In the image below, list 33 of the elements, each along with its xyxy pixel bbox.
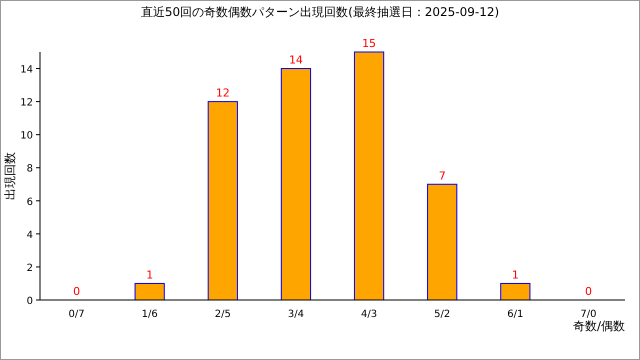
x-tick-label: 7/0 (580, 309, 596, 320)
data-label: 15 (362, 37, 376, 50)
x-tick-label: 2/5 (214, 309, 231, 320)
x-tick-label: 4/3 (361, 309, 378, 320)
bar (500, 282, 530, 300)
x-axis-title: 奇数/偶数 (572, 319, 625, 333)
chart-title: 直近50回の奇数偶数パターン出現回数(最終抽選日：2025-09-12) (140, 5, 500, 19)
bar (280, 68, 312, 300)
bar (134, 282, 165, 300)
x-tick-label: 1/6 (142, 309, 158, 320)
data-label: 7 (438, 169, 446, 182)
y-tick-label: 12 (20, 98, 33, 109)
y-tick-label: 10 (20, 130, 33, 142)
x-tick-label: 3/4 (288, 309, 304, 320)
y-tick-label: 0 (26, 296, 33, 307)
data-label: 0 (73, 285, 80, 298)
y-tick-label: 6 (26, 196, 33, 208)
data-label: 1 (512, 268, 519, 282)
bar (354, 52, 384, 300)
y-tick-label: 8 (26, 164, 33, 175)
x-tick-label: 5/2 (434, 309, 450, 320)
bar (427, 184, 458, 300)
y-axis-title: 出現回数 (3, 152, 17, 200)
data-label: 12 (216, 86, 230, 100)
x-tick-label: 6/1 (507, 309, 524, 320)
y-tick-label: 2 (26, 262, 33, 274)
y-tick-label: 14 (20, 64, 33, 76)
bar (208, 101, 238, 300)
y-tick-label: 4 (26, 230, 33, 241)
x-tick-label: 0/7 (68, 309, 85, 320)
data-label: 0 (584, 285, 592, 298)
data-label: 1 (146, 268, 154, 282)
data-label: 14 (288, 54, 303, 67)
